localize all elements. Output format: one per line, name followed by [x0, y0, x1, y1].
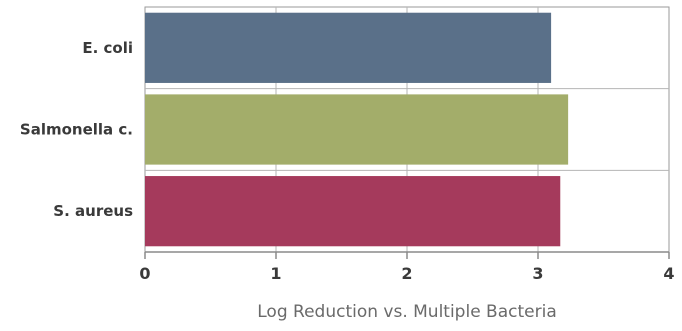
category-labels: E. coli Salmonella c. S. aureus	[20, 39, 133, 220]
x-tick-label: 2	[401, 264, 412, 283]
x-tick-label: 3	[532, 264, 543, 283]
bar-salmonella-c	[145, 94, 569, 165]
x-axis-title: Log Reduction vs. Multiple Bacteria	[257, 302, 557, 322]
bar-s-aureus	[145, 176, 561, 247]
bar-e-coli	[145, 12, 552, 83]
x-tick-label: 0	[139, 264, 150, 283]
bars	[145, 12, 569, 247]
category-label: Salmonella c.	[20, 121, 133, 139]
x-tick-label: 4	[663, 264, 674, 283]
x-tick-label: 1	[270, 264, 281, 283]
x-axis-ticks: 0 1 2 3 4	[139, 252, 675, 283]
category-label: E. coli	[82, 39, 133, 57]
category-label: S. aureus	[53, 202, 133, 220]
